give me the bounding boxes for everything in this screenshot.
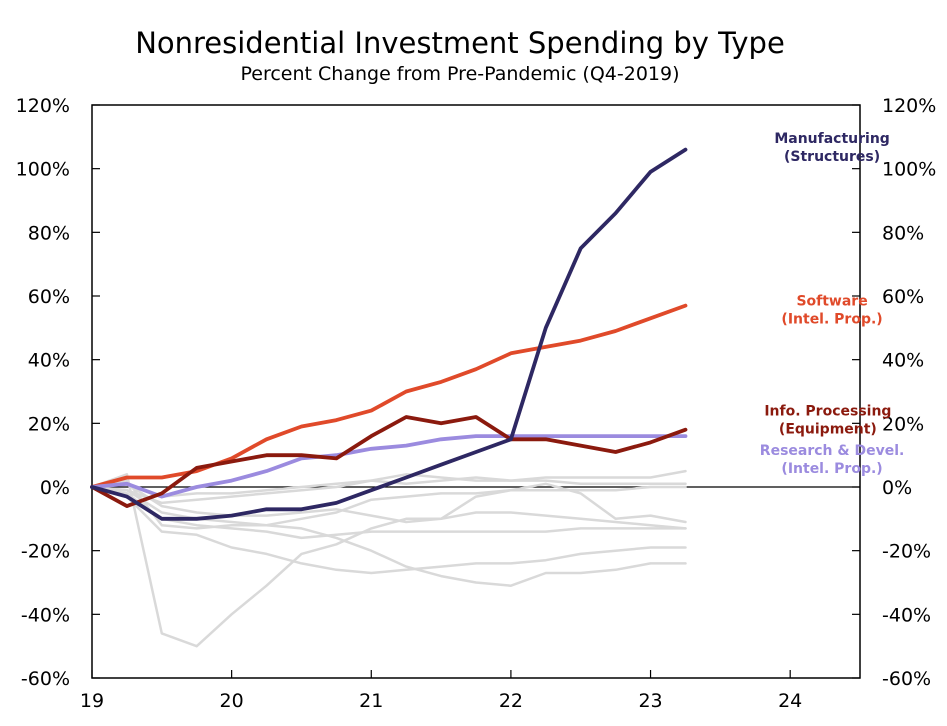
y-tick-label-right: 100% <box>882 159 936 181</box>
y-tick-label-left: 100% <box>16 159 70 181</box>
annotation-line: (Intel. Prop.) <box>781 461 882 477</box>
annotation-line: (Equipment) <box>779 421 877 437</box>
y-tick-label-left: 20% <box>28 413 70 435</box>
series-line-software-intel-prop <box>90 303 688 489</box>
y-tick-label-left: 0% <box>40 477 70 499</box>
y-tick-label-left: 80% <box>28 222 70 244</box>
annotation-line: Manufacturing <box>774 131 890 147</box>
series-line-info-processing-equipment <box>90 415 688 509</box>
y-tick-label-right: -60% <box>882 668 931 690</box>
series-line-research-devel-intel-prop <box>90 434 688 499</box>
x-tick-label: 22 <box>499 690 523 712</box>
series-layer <box>90 147 688 648</box>
series-line-gray-0 <box>90 473 687 648</box>
y-tick-label-right: 120% <box>882 95 936 117</box>
annotation-line: (Structures) <box>784 149 880 165</box>
y-tick-label-right: -40% <box>882 604 931 626</box>
x-tick-label: 21 <box>359 690 383 712</box>
series-annotation: Research & Devel. (Intel. Prop.) <box>760 443 905 477</box>
chart-subtitle: Percent Change from Pre-Pandemic (Q4-201… <box>240 63 679 85</box>
y-tick-label-left: 60% <box>28 286 70 308</box>
y-tick-label-left: -40% <box>21 604 70 626</box>
y-tick-label-left: 40% <box>28 350 70 372</box>
series-annotation: Software (Intel. Prop.) <box>781 294 882 328</box>
x-tick-label: 20 <box>220 690 244 712</box>
series-annotation: Manufacturing (Structures) <box>774 131 890 165</box>
y-tick-label-right: 0% <box>882 477 912 499</box>
y-tick-label-left: -20% <box>21 541 70 563</box>
y-tick-label-right: 80% <box>882 222 924 244</box>
annotation-line: Software <box>796 294 867 310</box>
chart-title: Nonresidential Investment Spending by Ty… <box>135 26 785 60</box>
series-line-gray-7 <box>90 479 687 587</box>
annotation-layer: Manufacturing (Structures) Software (Intel.… <box>760 131 905 477</box>
x-tick-label: 23 <box>638 690 662 712</box>
x-tick-label: 19 <box>80 690 104 712</box>
y-tick-label-right: -20% <box>882 541 931 563</box>
annotation-line: Research & Devel. <box>760 443 905 459</box>
series-annotation: Info. Processing (Equipment) <box>764 403 891 437</box>
y-tick-label-left: -60% <box>21 668 70 690</box>
series-line-gray-2 <box>90 485 687 540</box>
x-tick-label: 24 <box>778 690 802 712</box>
axes: -60% -60% -40% -40% -20% -20% 0% 0% 20% 20% 40% 40%… <box>16 95 937 712</box>
y-tick-label-right: 60% <box>882 286 924 308</box>
series-line-gray-4 <box>90 469 687 505</box>
plot-frame <box>91 104 861 679</box>
y-tick-label-left: 120% <box>16 95 70 117</box>
series-line-gray-6 <box>90 482 687 530</box>
y-tick-label-right: 20% <box>882 413 924 435</box>
series-line-manufacturing-structures <box>90 147 688 521</box>
annotation-line: Info. Processing <box>764 403 891 419</box>
y-tick-label-right: 40% <box>882 350 924 372</box>
series-line-gray-1 <box>90 485 687 575</box>
annotation-line: (Intel. Prop.) <box>781 312 882 328</box>
